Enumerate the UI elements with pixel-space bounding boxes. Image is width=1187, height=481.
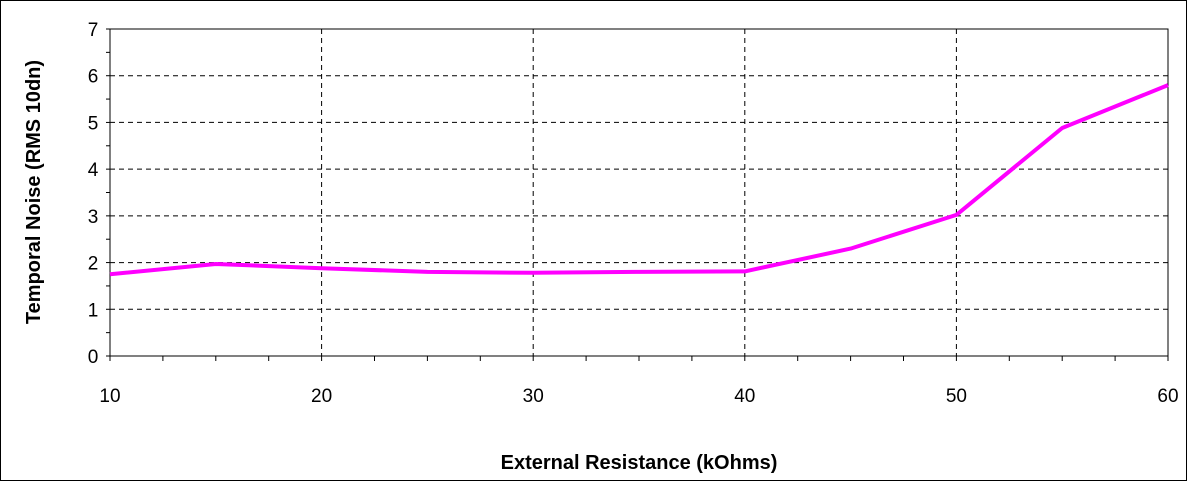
x-tick-label: 20 xyxy=(311,386,332,407)
y-tick-label: 5 xyxy=(88,113,99,134)
y-tick-labels: 0 1 2 3 4 5 6 7 xyxy=(88,20,99,368)
series-layer xyxy=(109,83,1169,277)
x-tick-label: 10 xyxy=(99,386,120,407)
y-tick-label: 0 xyxy=(88,347,99,368)
x-tick-label: 40 xyxy=(734,386,755,407)
y-tick-label: 2 xyxy=(88,254,99,275)
x-tick-label: 50 xyxy=(946,386,967,407)
y-tick-label: 4 xyxy=(88,160,99,181)
x-axis-title: External Resistance (kOhms) xyxy=(501,452,778,474)
y-tick-label: 7 xyxy=(88,20,99,41)
minor-ticks xyxy=(106,28,1169,361)
x-tick-labels: 10 20 30 40 50 60 xyxy=(99,386,1178,407)
gridlines xyxy=(110,29,1168,356)
y-tick-label: 6 xyxy=(88,67,99,88)
y-tick-label: 3 xyxy=(88,207,99,228)
x-tick-label: 30 xyxy=(523,386,544,407)
x-tick-label: 60 xyxy=(1157,386,1178,407)
y-tick-label: 1 xyxy=(88,300,99,321)
y-axis-title: Temporal Noise (RMS 10dn) xyxy=(23,60,45,324)
